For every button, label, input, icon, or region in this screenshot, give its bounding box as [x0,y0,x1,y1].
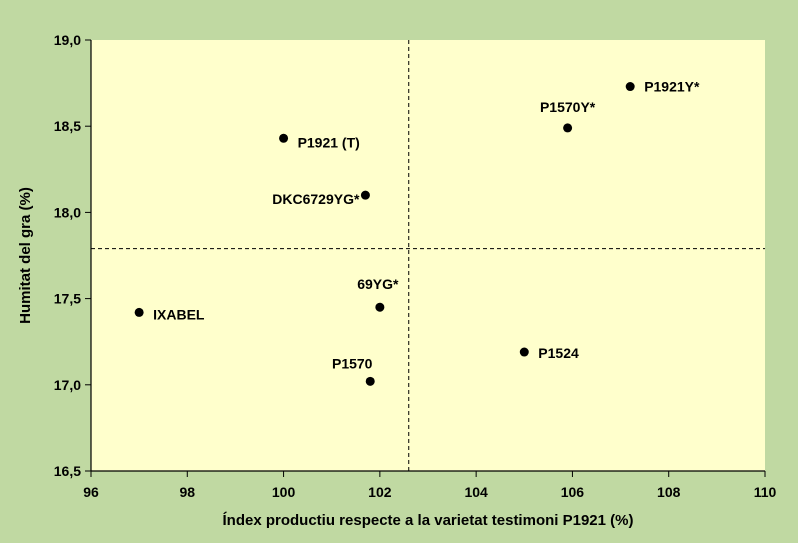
x-tick-label: 104 [464,484,488,500]
y-tick-label: 16,5 [54,463,81,479]
x-tick-label: 108 [657,484,681,500]
reference-lines [91,40,765,471]
x-tick-label: 106 [561,484,585,500]
y-tick-label: 18,0 [54,204,81,220]
data-point [134,307,144,317]
y-axis-title: Humitat del gra (%) [17,187,34,324]
y-tick-label: 17,0 [54,377,81,393]
data-point [365,376,375,386]
x-tick-label: 100 [272,484,296,500]
point-label: DKC6729YG* [272,191,360,207]
x-axis-title: Índex productiu respecte a la varietat t… [223,512,634,529]
point-label: P1570Y* [540,99,596,115]
point-label: P1524 [538,345,579,361]
data-point [279,133,289,143]
data-point [360,190,370,200]
plot-area [91,40,765,471]
y-tick-label: 17,5 [54,291,81,307]
data-point [563,123,573,133]
x-tick-label: 98 [179,484,195,500]
point-label: IXABEL [153,306,205,322]
x-axis-ticks: 96 98 100 102 104 106 108 110 [83,471,777,500]
y-axis-ticks: 16,5 17,0 17,5 18,0 18,5 19,0 [54,32,91,479]
point-label: P1921 (T) [298,134,360,150]
y-tick-label: 19,0 [54,32,81,48]
point-labels: P1921Y* P1570Y* P1921 (T) DKC6729YG* 69YG* IX… [153,79,700,372]
x-tick-label: 110 [754,484,777,500]
axes [90,40,765,472]
point-label: 69YG* [357,276,399,292]
x-tick-label: 102 [368,484,392,500]
data-point [625,82,635,92]
data-point [519,347,529,357]
point-label: P1570 [332,355,373,371]
x-tick-label: 96 [83,484,99,500]
point-label: P1921Y* [644,79,700,95]
data-point [375,302,385,312]
y-tick-label: 18,5 [54,118,81,134]
data-points [134,82,635,386]
